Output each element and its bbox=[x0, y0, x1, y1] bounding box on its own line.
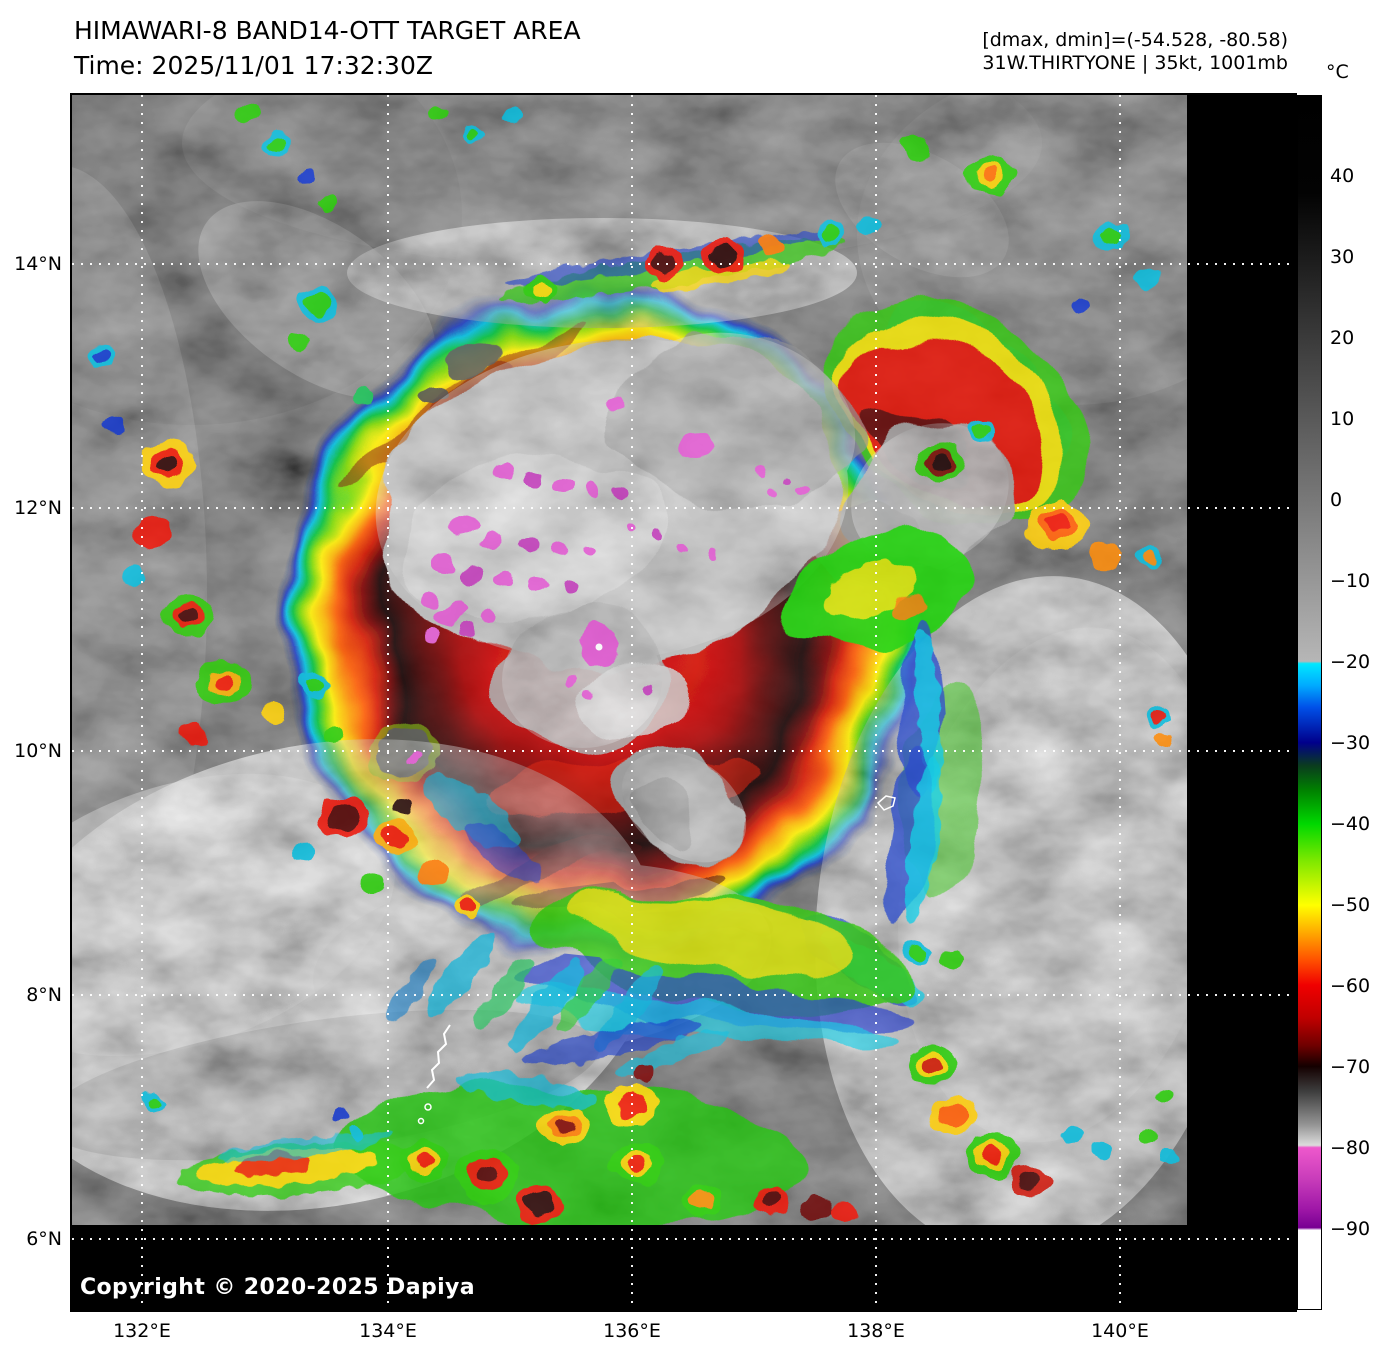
latitude-tick-label: 12°N bbox=[14, 496, 62, 519]
parallel-gridline bbox=[72, 506, 1295, 509]
parallel-gridline bbox=[72, 993, 1295, 996]
parallel-gridline bbox=[72, 1237, 1295, 1240]
satellite-plot-area: Copyright © 2020-2025 Dapiya bbox=[72, 95, 1295, 1310]
colorbar-tick-label: −80 bbox=[1330, 1137, 1371, 1159]
latitude-tick-label: 8°N bbox=[26, 983, 62, 1006]
meridian-gridline bbox=[1118, 95, 1121, 1310]
dmax-dmin-label: [dmax, dmin]=(-54.528, -80.58) bbox=[982, 29, 1288, 51]
meridian-gridline bbox=[875, 95, 877, 1310]
latitude-tick-label: 10°N bbox=[14, 740, 62, 763]
colorbar-tick-label: −60 bbox=[1330, 975, 1371, 997]
latitude-tick-label: 6°N bbox=[26, 1227, 62, 1250]
parallel-gridline bbox=[72, 750, 1295, 753]
parallel-gridline bbox=[72, 263, 1295, 265]
colorbar-tick-label: 10 bbox=[1330, 408, 1355, 430]
page-title: HIMAWARI-8 BAND14-OTT TARGET AREA bbox=[74, 16, 581, 45]
storm-id-label: 31W.THIRTYONE | 35kt, 1001mb bbox=[982, 52, 1288, 74]
colorbar-tick-label: −50 bbox=[1330, 894, 1371, 916]
longitude-tick-label: 134°E bbox=[359, 1320, 417, 1342]
temperature-colorbar bbox=[1297, 95, 1322, 1310]
colorbar-tick-label: 0 bbox=[1330, 489, 1343, 511]
colorbar-tick-label: −30 bbox=[1330, 732, 1371, 754]
island-coastline bbox=[876, 795, 896, 811]
cloud-texture-noise bbox=[72, 95, 1187, 1225]
colorbar-tick-label: −10 bbox=[1330, 570, 1371, 592]
colorbar-unit-label: °C bbox=[1326, 61, 1349, 83]
meridian-gridline bbox=[631, 95, 633, 1310]
copyright-label: Copyright © 2020-2025 Dapiya bbox=[80, 1275, 476, 1300]
colorbar-tick-label: 40 bbox=[1330, 165, 1355, 187]
colorbar-tick-label: 20 bbox=[1330, 327, 1355, 349]
longitude-tick-label: 138°E bbox=[847, 1320, 905, 1342]
longitude-tick-label: 140°E bbox=[1091, 1320, 1149, 1342]
latitude-tick-label: 14°N bbox=[14, 253, 62, 275]
storm-annotation: [dmax, dmin]=(-54.528, -80.58) 31W.THIRT… bbox=[982, 29, 1288, 75]
timestamp-label: Time: 2025/11/01 17:32:30Z bbox=[74, 51, 433, 80]
colorbar-tick-label: −20 bbox=[1330, 651, 1371, 673]
longitude-tick-label: 136°E bbox=[603, 1320, 661, 1342]
satellite-canvas bbox=[72, 95, 1187, 1225]
islet-coastline bbox=[424, 1103, 432, 1111]
colorbar-tick-label: −70 bbox=[1330, 1056, 1371, 1078]
meridian-gridline bbox=[387, 95, 390, 1310]
colorbar-tick-label: −40 bbox=[1330, 813, 1371, 835]
islet-coastline bbox=[417, 1117, 425, 1125]
colorbar-tick-label: 30 bbox=[1330, 246, 1355, 268]
colorbar-tick-label: −90 bbox=[1330, 1218, 1371, 1240]
palau-coastline bbox=[426, 1024, 451, 1089]
meridian-gridline bbox=[140, 95, 143, 1310]
longitude-tick-label: 132°E bbox=[113, 1320, 171, 1342]
